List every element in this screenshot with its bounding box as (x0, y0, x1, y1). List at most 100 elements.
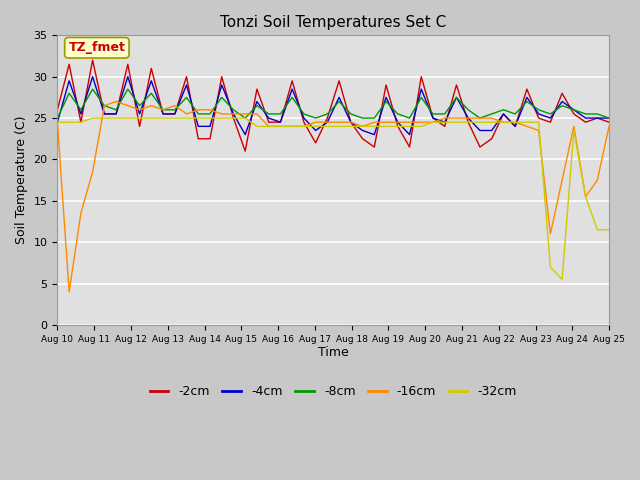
-4cm (535, 111, 543, 117)
-4cm (159, 111, 167, 117)
-32cm (54, 120, 61, 125)
-8cm (312, 115, 319, 121)
-16cm (417, 120, 425, 125)
-2cm (488, 136, 495, 142)
-4cm (465, 115, 472, 121)
-32cm (523, 120, 531, 125)
-16cm (476, 115, 484, 121)
-8cm (593, 111, 601, 117)
-4cm (511, 123, 519, 129)
-16cm (300, 123, 308, 129)
-4cm (206, 123, 214, 129)
-2cm (335, 78, 343, 84)
-32cm (511, 120, 519, 125)
-8cm (394, 111, 402, 117)
-4cm (359, 128, 367, 133)
-2cm (54, 107, 61, 113)
-4cm (276, 120, 284, 125)
-4cm (476, 128, 484, 133)
-16cm (171, 103, 179, 108)
-4cm (300, 115, 308, 121)
-4cm (112, 111, 120, 117)
-32cm (347, 123, 355, 129)
-8cm (65, 90, 73, 96)
-32cm (429, 120, 437, 125)
-16cm (523, 123, 531, 129)
-16cm (347, 120, 355, 125)
-4cm (241, 132, 249, 137)
-32cm (77, 120, 84, 125)
-4cm (218, 82, 225, 88)
-4cm (265, 115, 273, 121)
-2cm (89, 57, 97, 63)
-2cm (558, 90, 566, 96)
-8cm (511, 111, 519, 117)
-16cm (159, 107, 167, 113)
-8cm (265, 111, 273, 117)
-8cm (335, 99, 343, 105)
-16cm (488, 115, 495, 121)
-4cm (347, 120, 355, 125)
-4cm (523, 95, 531, 100)
-16cm (500, 120, 508, 125)
-32cm (159, 115, 167, 121)
-32cm (265, 123, 273, 129)
-2cm (265, 120, 273, 125)
-16cm (605, 123, 613, 129)
-32cm (112, 115, 120, 121)
-4cm (429, 115, 437, 121)
-4cm (288, 86, 296, 92)
-4cm (312, 128, 319, 133)
-4cm (441, 120, 449, 125)
-32cm (300, 123, 308, 129)
-2cm (476, 144, 484, 150)
-8cm (288, 95, 296, 100)
-4cm (65, 78, 73, 84)
Line: -16cm: -16cm (58, 102, 609, 292)
-16cm (465, 115, 472, 121)
-32cm (476, 120, 484, 125)
Legend: -2cm, -4cm, -8cm, -16cm, -32cm: -2cm, -4cm, -8cm, -16cm, -32cm (145, 380, 522, 403)
-8cm (359, 115, 367, 121)
-2cm (347, 120, 355, 125)
Title: Tonzi Soil Temperatures Set C: Tonzi Soil Temperatures Set C (220, 15, 446, 30)
-4cm (593, 115, 601, 121)
-2cm (406, 144, 413, 150)
-32cm (253, 123, 260, 129)
-32cm (195, 115, 202, 121)
-2cm (312, 140, 319, 146)
-2cm (218, 74, 225, 80)
-32cm (452, 120, 460, 125)
-16cm (324, 120, 332, 125)
-16cm (535, 128, 543, 133)
-32cm (288, 123, 296, 129)
-2cm (206, 136, 214, 142)
-16cm (335, 120, 343, 125)
-16cm (182, 111, 190, 117)
-32cm (230, 115, 237, 121)
-16cm (394, 120, 402, 125)
-16cm (582, 194, 589, 200)
-2cm (324, 115, 332, 121)
-8cm (582, 111, 589, 117)
-2cm (465, 120, 472, 125)
-4cm (182, 82, 190, 88)
-2cm (300, 120, 308, 125)
-2cm (159, 111, 167, 117)
-2cm (100, 111, 108, 117)
-2cm (182, 74, 190, 80)
-32cm (593, 227, 601, 233)
-16cm (89, 169, 97, 175)
-4cm (124, 74, 132, 80)
-32cm (276, 123, 284, 129)
-8cm (147, 90, 155, 96)
-8cm (429, 111, 437, 117)
-32cm (500, 120, 508, 125)
-32cm (488, 120, 495, 125)
-16cm (359, 123, 367, 129)
-4cm (195, 123, 202, 129)
Y-axis label: Soil Temperature (C): Soil Temperature (C) (15, 116, 28, 244)
-8cm (253, 103, 260, 108)
-16cm (241, 111, 249, 117)
-2cm (288, 78, 296, 84)
